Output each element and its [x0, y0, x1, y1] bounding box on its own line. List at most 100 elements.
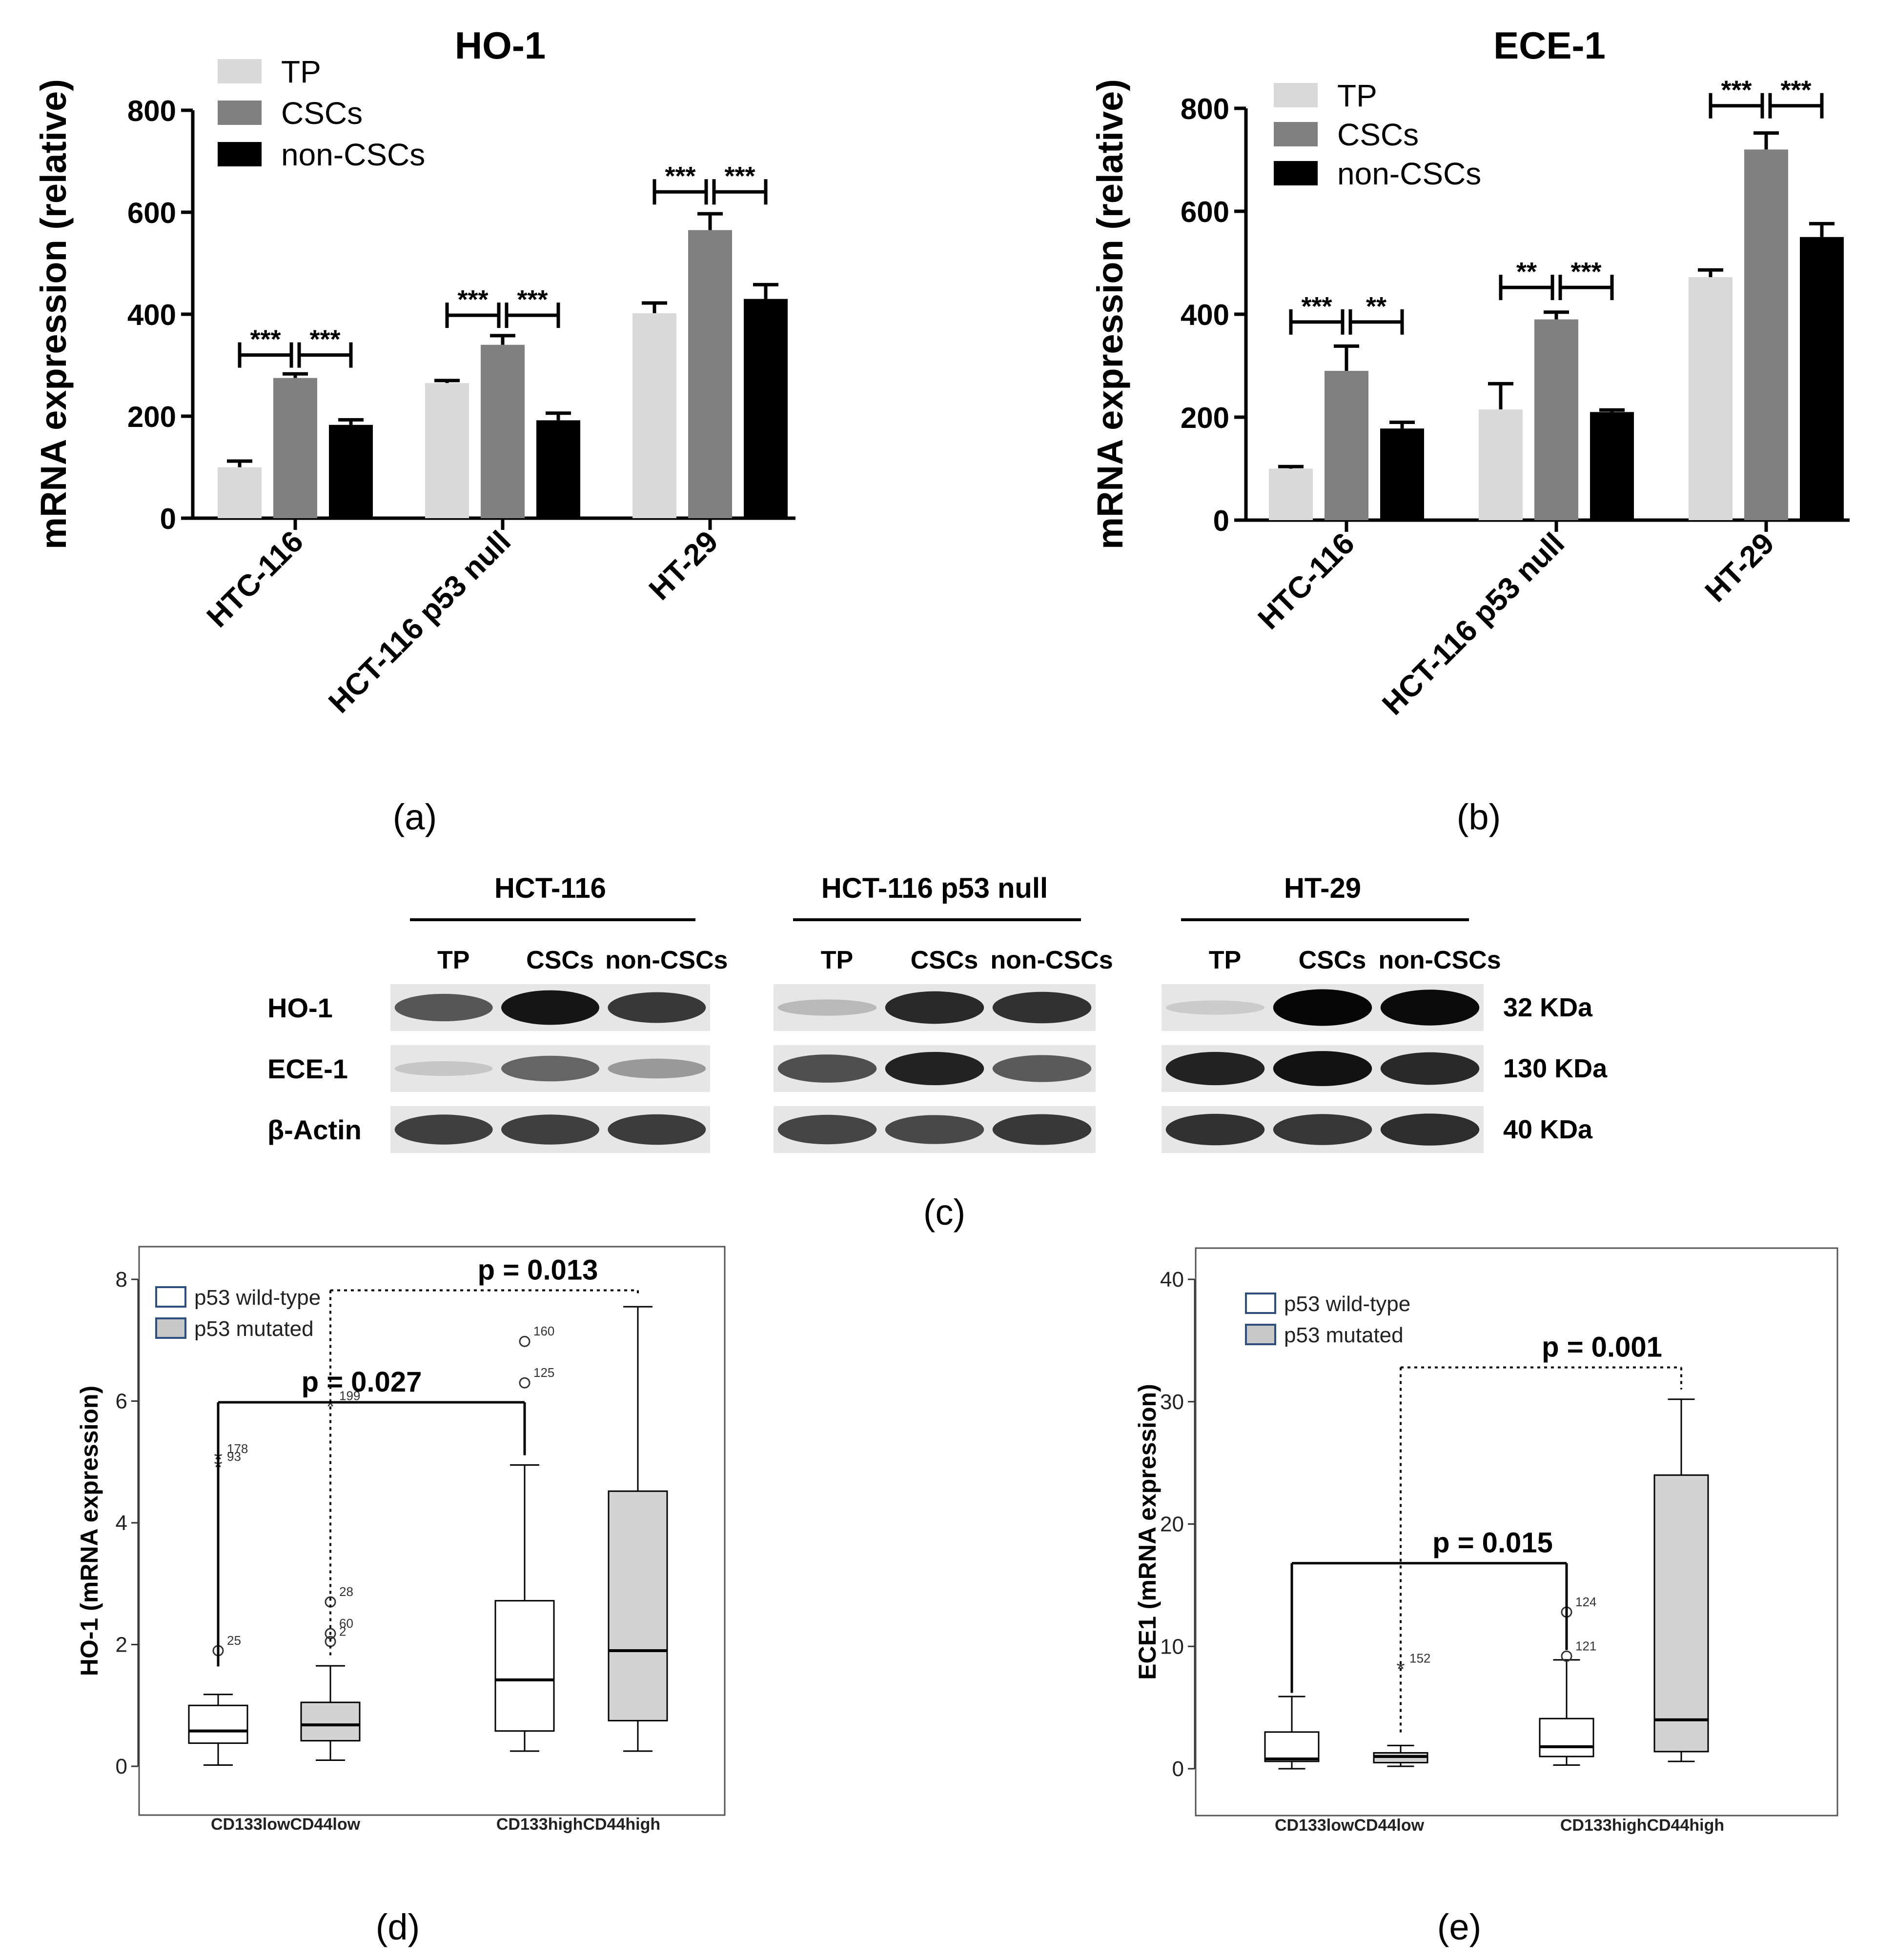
x-tick-label: HCT-116 p53 null — [1376, 526, 1571, 722]
blot-lane-label: CSCs — [526, 946, 594, 974]
legend-label: p53 mutated — [194, 1317, 314, 1341]
blot-band — [1273, 1051, 1372, 1086]
chart-title: HO-1 — [455, 24, 546, 67]
blot-lane-label: TP — [821, 946, 853, 974]
x-category-label: CD133lowCD44low — [211, 1815, 361, 1834]
bar — [481, 344, 525, 518]
bar — [632, 313, 676, 518]
blot-band — [885, 1115, 984, 1144]
bar — [1269, 468, 1313, 520]
outlier-label: 160 — [533, 1324, 554, 1338]
panel-label-c: (c) — [923, 1192, 965, 1233]
bar — [744, 299, 788, 518]
blot-row-label: HO-1 — [267, 992, 333, 1023]
significance-stars: *** — [1780, 76, 1811, 105]
y-tick-label: 2 — [116, 1633, 127, 1657]
x-tick-label: HTC-116 — [201, 525, 310, 634]
legend-label: CSCs — [1337, 117, 1419, 152]
outlier-label: 25 — [227, 1633, 241, 1648]
p-value-label: p = 0.027 — [302, 1366, 422, 1398]
legend-swatch — [1274, 122, 1318, 146]
blot-band — [992, 1055, 1092, 1082]
significance-stars: *** — [724, 162, 755, 191]
significance-stars: *** — [250, 325, 281, 354]
blot-lane-label: non-CSCs — [605, 946, 728, 974]
bar — [1590, 412, 1634, 520]
bar — [688, 230, 732, 518]
blot-band — [1165, 1000, 1265, 1015]
y-axis-label: mRNA expression (relative) — [1090, 79, 1130, 549]
blot-band — [501, 1055, 599, 1082]
x-category-label: CD133lowCD44low — [1275, 1816, 1425, 1835]
y-tick-label: 8 — [116, 1268, 127, 1292]
legend-swatch — [155, 1317, 186, 1339]
bar — [1800, 237, 1844, 520]
outlier-label: 124 — [1575, 1595, 1596, 1609]
y-tick-label: 400 — [1181, 299, 1229, 331]
blot-band — [885, 1051, 984, 1086]
legend-swatch — [218, 101, 262, 125]
blot-size-label: 32 KDa — [1503, 993, 1593, 1022]
legend-swatch — [1245, 1293, 1276, 1314]
box — [608, 1490, 668, 1721]
y-tick-label: 200 — [127, 401, 176, 433]
panel-label-d: (d) — [376, 1907, 420, 1947]
box — [188, 1704, 248, 1744]
blot-band — [1273, 989, 1372, 1026]
legend-label: p53 wild-type — [194, 1286, 321, 1310]
blot-band — [608, 1114, 706, 1145]
y-tick-label: 0 — [116, 1755, 127, 1778]
blot-lane-label: non-CSCs — [1378, 946, 1501, 974]
plot-frame — [138, 1246, 726, 1816]
legend-swatch — [155, 1286, 186, 1308]
x-category-label: CD133highCD44high — [1560, 1816, 1724, 1835]
y-tick-label: 4 — [116, 1511, 127, 1535]
panel-label-e: (e) — [1437, 1907, 1481, 1947]
outlier-label: 125 — [533, 1365, 554, 1380]
legend-swatch — [1274, 161, 1318, 185]
panel-d-box-plot: 0 2 4 6 8 HO-1 (mRNA expression) CD133lowCD44l… — [76, 1246, 726, 1834]
legend-swatch — [1274, 83, 1318, 107]
blot-band — [501, 1114, 599, 1145]
y-tick-label: 800 — [1181, 93, 1229, 125]
outlier-label: 60 — [339, 1616, 353, 1631]
blot-band — [885, 991, 984, 1024]
significance-stars: ** — [1366, 292, 1386, 321]
y-tick-label: 0 — [1172, 1757, 1184, 1781]
significance-stars: *** — [1301, 292, 1332, 321]
panel-b-bar-chart: ECE-1 mRNA expression (relative) 0 200 400 60… — [1090, 24, 1850, 722]
outlier-circle — [519, 1335, 530, 1347]
blot-lane-label: TP — [1209, 946, 1241, 974]
x-tick-label: HCT-116 p53 null — [322, 525, 517, 720]
blot-band — [777, 999, 877, 1016]
blot-band — [394, 1061, 493, 1076]
legend-label: TP — [281, 54, 321, 89]
blot-band — [608, 992, 706, 1023]
blot-size-label: 40 KDa — [1503, 1115, 1593, 1144]
outlier-label: 178 — [227, 1441, 248, 1456]
blot-group-title: HCT-116 p53 null — [821, 872, 1048, 904]
blot-lane-label: non-CSCs — [990, 946, 1113, 974]
significance-stars: *** — [665, 162, 695, 191]
outlier-label: 199 — [339, 1388, 360, 1403]
blot-band — [1380, 1052, 1480, 1085]
y-tick-label: 600 — [1181, 196, 1229, 228]
significance-stars: ** — [1516, 257, 1537, 286]
bar — [1325, 371, 1368, 520]
panel-c-western-blot: HCT-116 TP CSCs non-CSCs HCT-116 p53 null TP C… — [267, 872, 1608, 1153]
legend-label: non-CSCs — [281, 137, 425, 172]
bar — [425, 383, 469, 518]
box — [494, 1600, 555, 1732]
outlier-label: 2 — [339, 1624, 346, 1638]
y-axis-label: HO-1 (mRNA expression) — [76, 1386, 103, 1676]
x-tick-label: HTC-116 — [1252, 526, 1361, 636]
bar — [1744, 149, 1788, 520]
y-axis-label: ECE1 (mRNA expression) — [1134, 1384, 1161, 1680]
blot-band — [608, 1058, 706, 1079]
blot-lane-label: CSCs — [1299, 946, 1366, 974]
blot-band — [1380, 1113, 1480, 1146]
box — [1264, 1731, 1320, 1762]
bar — [1380, 428, 1424, 520]
p-value-label: p = 0.015 — [1432, 1527, 1553, 1559]
